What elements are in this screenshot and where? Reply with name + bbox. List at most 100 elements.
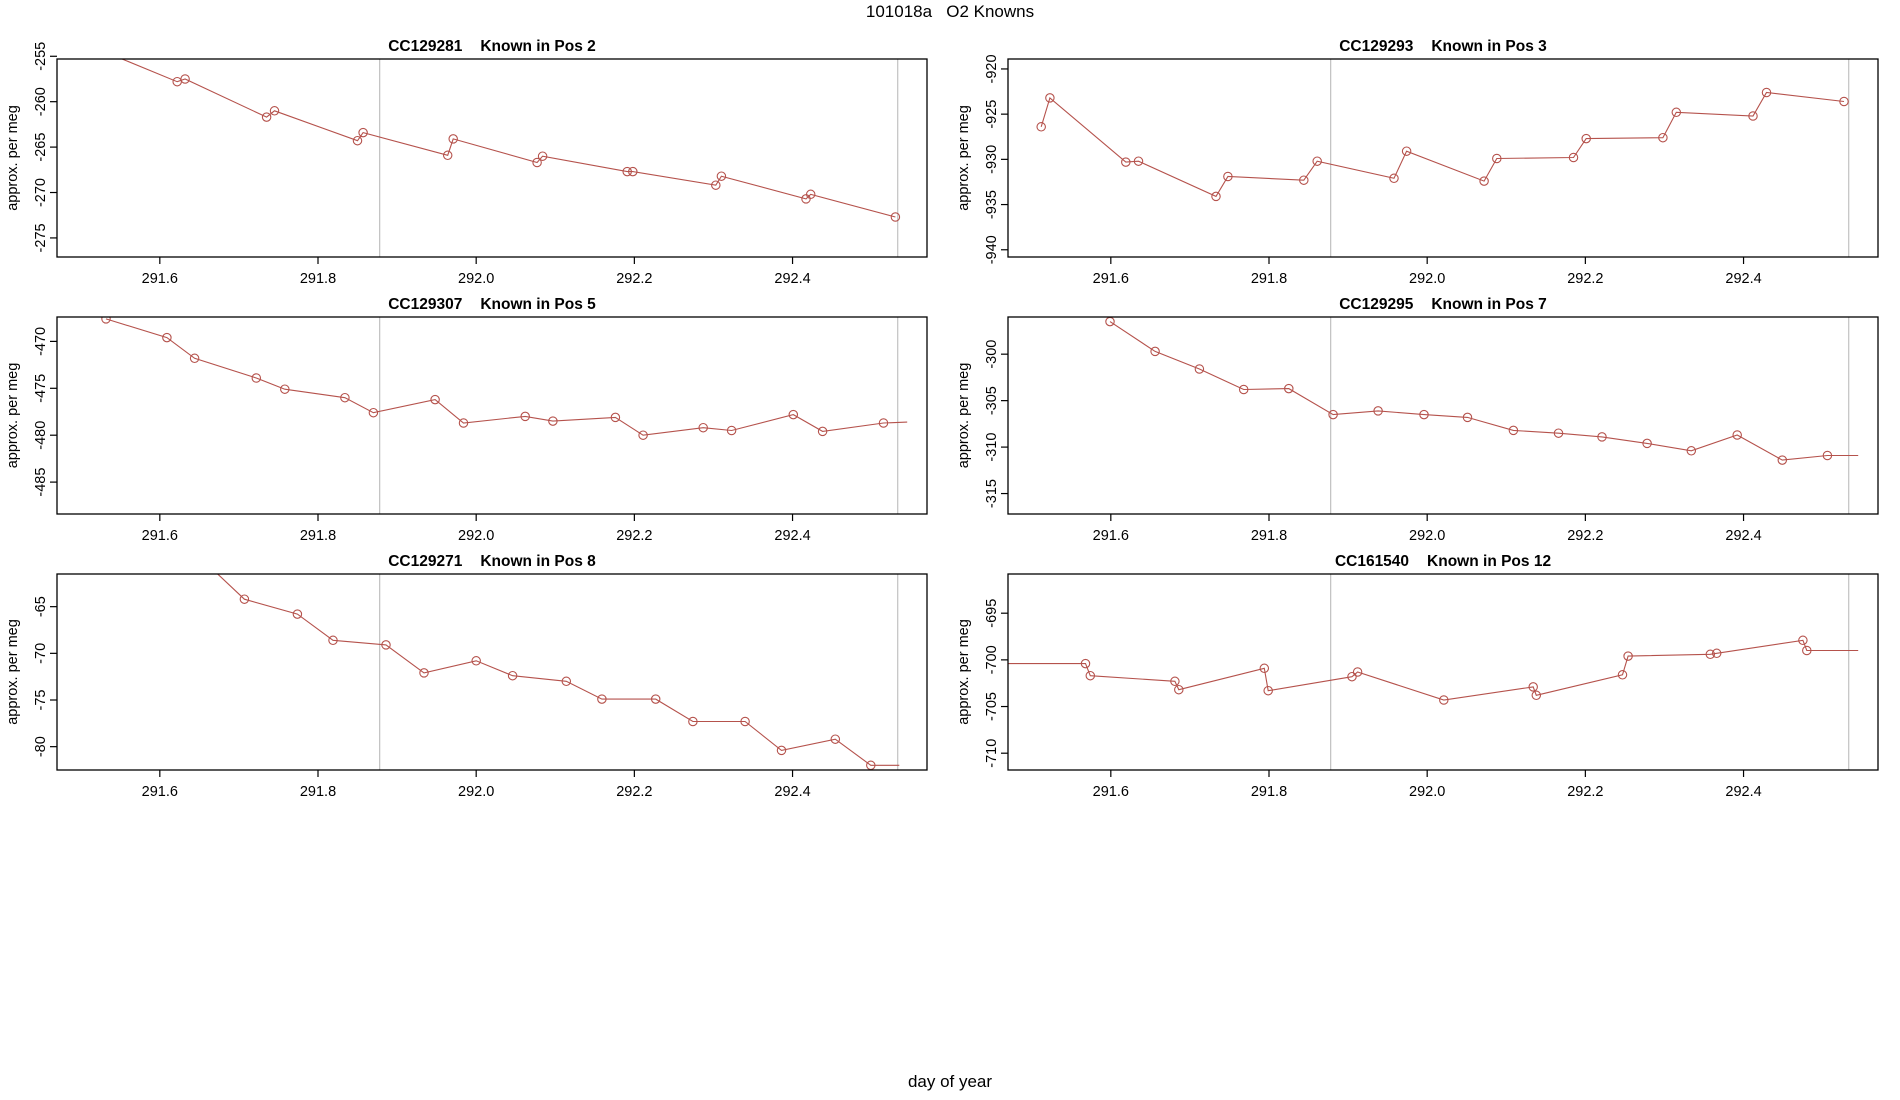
data-point (1389, 173, 1399, 184)
x-tick-label: 291.6 (142, 528, 178, 544)
x-tick-label: 291.8 (1251, 271, 1287, 287)
data-point (194, 551, 202, 559)
data-point (471, 656, 481, 666)
data-point (805, 189, 816, 200)
data-point (830, 734, 841, 744)
subplot-title: CC129307 Known in Pos 5 (388, 296, 596, 313)
data-point (628, 166, 638, 177)
y-tick-label: -700 (984, 645, 1000, 674)
data-point (788, 409, 799, 420)
data-point (610, 412, 621, 423)
series-line (1008, 639, 1859, 701)
data-point (180, 74, 190, 84)
y-tick-label: -270 (33, 178, 49, 207)
data-point (269, 106, 280, 116)
subplot-CC161540: 291.6 291.8 292.0 292.2 292.4 -695 -700 -705 -71… (951, 542, 1893, 825)
y-tick-label: -260 (33, 87, 49, 116)
y-tick-label: -710 (984, 739, 1000, 768)
data-point (430, 394, 440, 405)
y-tick-label: -75 (33, 690, 49, 711)
plot-box (1007, 316, 1879, 515)
page-title: 101018a O2 Knowns (865, 2, 1035, 21)
x-tick-label: 292.0 (1409, 271, 1445, 287)
data-point (1352, 667, 1363, 677)
data-point (878, 418, 889, 428)
y-tick-label: -310 (984, 433, 1000, 462)
data-point (537, 151, 548, 161)
y-axis-label: approx. per meg (956, 105, 972, 211)
data-point (1658, 132, 1668, 143)
data-series (1105, 317, 1859, 465)
data-point (1080, 658, 1091, 669)
subplot-title: CC161540 Known in Pos 12 (1335, 553, 1551, 570)
subplot-svg-CC129271: 291.6 291.8 292.0 292.2 292.4 -65 -70 -75 -80 app… (5, 551, 928, 800)
data-point (1085, 670, 1096, 681)
y-axis-label: approx. per meg (5, 105, 21, 211)
y-tick-label: -300 (984, 340, 1000, 369)
data-point (189, 353, 200, 364)
subplot-svg-CC129295: 291.6 291.8 292.0 292.2 292.4 -300 -305 -310 -31… (956, 296, 1879, 544)
data-point (358, 127, 368, 138)
data-point (1121, 157, 1131, 167)
subplot-title-pos: Known in Pos 2 (480, 38, 595, 55)
data-point (419, 668, 429, 678)
data-point (1531, 690, 1542, 701)
subplot-title-pos: Known in Pos 5 (480, 296, 596, 313)
data-point (1373, 406, 1383, 416)
plot-box (1007, 573, 1879, 771)
x-tick-label: 291.6 (1093, 271, 1129, 287)
data-point (1170, 676, 1180, 687)
data-point (1777, 455, 1788, 465)
data-point (251, 373, 262, 383)
subplot-CC129271: 291.6 291.8 292.0 292.2 292.4 -65 -70 -75 -80 app… (0, 542, 942, 825)
subplot-svg-CC161540: 291.6 291.8 292.0 292.2 292.4 -695 -700 -705 -71… (956, 553, 1879, 800)
data-point (1761, 87, 1772, 98)
data-series (1036, 87, 1849, 202)
y-tick-label: -475 (33, 374, 49, 403)
x-tick-label: 292.4 (774, 784, 810, 800)
data-point (1223, 171, 1233, 182)
subplot-title: CC129271 Known in Pos 8 (388, 553, 596, 570)
data-series (194, 551, 900, 770)
x-tick-label: 292.0 (1409, 784, 1445, 800)
data-point (1568, 152, 1579, 163)
x-tick-label: 292.2 (1567, 271, 1603, 287)
y-tick-label: -485 (33, 468, 49, 497)
data-point (328, 635, 338, 646)
data-point (1671, 107, 1682, 118)
y-axis-label: approx. per meg (956, 619, 972, 725)
y-tick-label: -65 (33, 596, 49, 617)
subplot-title-pos: Known in Pos 7 (1431, 296, 1546, 313)
x-tick-label: 291.6 (1093, 784, 1129, 800)
y-tick-label: -925 (984, 100, 1000, 129)
data-point (1211, 191, 1221, 202)
plot-box (56, 58, 928, 258)
data-point (817, 426, 828, 437)
y-tick-label: -265 (33, 133, 49, 162)
data-point (532, 157, 542, 168)
data-point (776, 745, 787, 756)
data-point (1822, 450, 1833, 461)
data-point (1259, 663, 1270, 674)
data-point (239, 594, 250, 604)
data-point (740, 716, 750, 727)
data-point (1462, 412, 1473, 423)
x-tick-label: 292.2 (1567, 784, 1603, 800)
y-tick-label: -930 (984, 145, 1000, 174)
data-point (1419, 409, 1429, 420)
x-tick-label: 292.4 (774, 528, 810, 544)
data-point (352, 135, 363, 146)
y-axis-label: approx. per meg (5, 619, 21, 725)
y-tick-label: -315 (984, 479, 1000, 508)
x-tick-label: 292.2 (616, 271, 652, 287)
data-point (1401, 146, 1412, 156)
data-point (716, 171, 727, 181)
x-tick-label: 291.8 (300, 271, 336, 287)
subplot-title: CC129295 Known in Pos 7 (1339, 296, 1547, 313)
plot-box (56, 316, 928, 515)
x-tick-label: 292.4 (1725, 784, 1761, 800)
data-point (162, 332, 172, 343)
data-series (1008, 635, 1859, 705)
data-point (1036, 122, 1046, 132)
y-tick-label: -80 (33, 736, 49, 757)
